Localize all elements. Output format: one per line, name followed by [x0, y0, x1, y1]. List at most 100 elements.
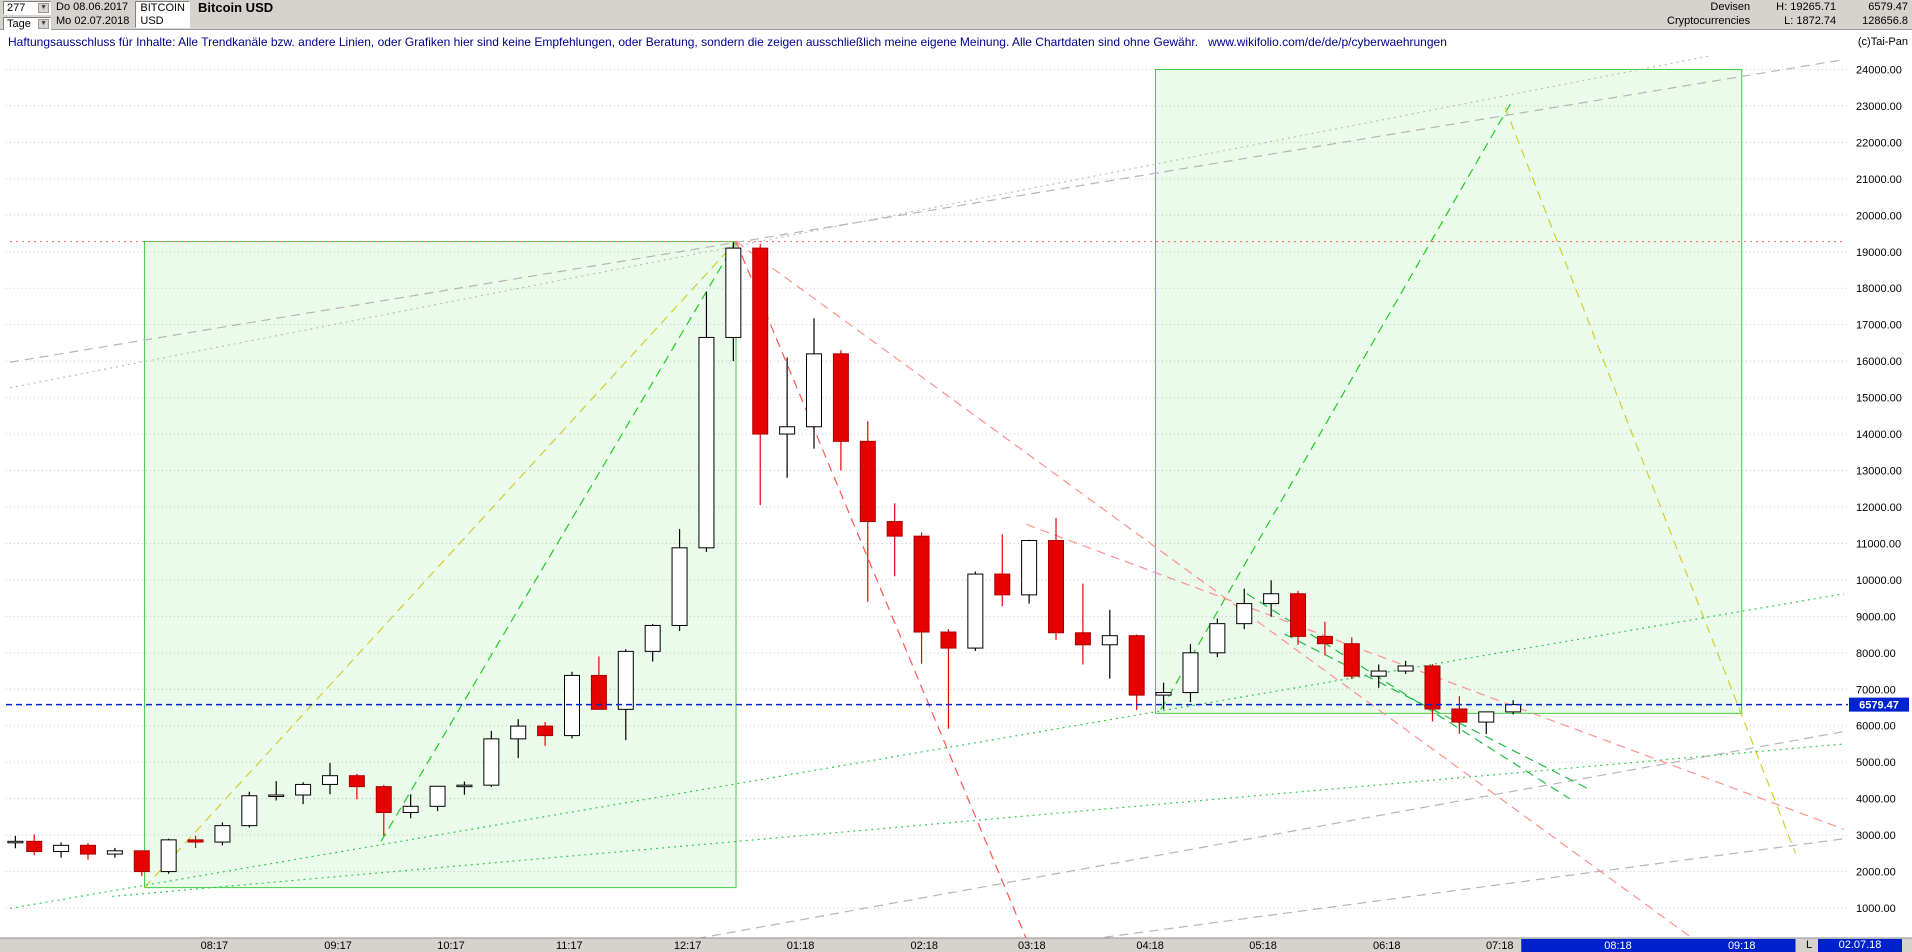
- candle-body: [564, 674, 581, 737]
- candle-25.12.17: [779, 357, 796, 478]
- y-axis-label: 6000.00: [1856, 721, 1896, 733]
- candle-body: [429, 785, 446, 807]
- toolbar: 277 ▼ Tage ▼ Do 08.06.2017 Mo 02.07.2018…: [0, 0, 1912, 31]
- candle-19.06.17: [53, 842, 70, 858]
- candle-07.05.18: [1290, 590, 1307, 645]
- candle-29.01.18: [913, 532, 930, 664]
- y-axis-label: 16000.00: [1856, 356, 1902, 368]
- candle-18.06.18: [1451, 696, 1468, 734]
- symbol-field[interactable]: BITCOIN USD: [135, 1, 191, 28]
- downtrend-red-steep: [735, 241, 1027, 938]
- candle-body: [160, 839, 177, 873]
- projection-box-2018: [1155, 68, 1743, 714]
- fan-gray-lower-2: [1094, 838, 1844, 938]
- y-axis-label: 13000.00: [1856, 466, 1902, 478]
- candle-15.01.18: [859, 421, 876, 602]
- x-axis-label: 10:17: [437, 940, 465, 952]
- candle-body: [1343, 643, 1360, 677]
- candle-body: [1182, 652, 1199, 694]
- candle-13.11.17: [617, 649, 634, 741]
- period-high: H: 19265.71: [1776, 0, 1837, 13]
- candle-body: [106, 850, 123, 855]
- candle-body: [7, 840, 24, 844]
- candle-01.01.18: [806, 318, 823, 449]
- candle-11.06.18: [1424, 664, 1441, 722]
- bars-count-select[interactable]: 277 ▼: [3, 1, 51, 15]
- candle-10.07.17: [133, 850, 150, 877]
- x-axis-strip: [0, 938, 1912, 952]
- candle-31.07.17: [214, 822, 231, 846]
- y-axis-label: 2000.00: [1856, 867, 1896, 879]
- y-axis-label: 23000.00: [1856, 101, 1902, 113]
- candle-body: [348, 775, 365, 788]
- candle-body: [725, 247, 742, 338]
- candle-body: [832, 353, 849, 442]
- candle-26.03.18: [1128, 634, 1145, 711]
- category-primary: Devisen: [1710, 0, 1751, 13]
- candle-30.10.17: [564, 671, 581, 739]
- candle-30.04.18: [1263, 580, 1280, 617]
- candle-body: [806, 353, 823, 428]
- candle-23.10.17: [537, 722, 554, 746]
- x-axis-label: 08:18: [1604, 940, 1632, 952]
- y-axis-label: 9000.00: [1856, 611, 1896, 623]
- candle-body: [1370, 670, 1387, 677]
- candle-body: [402, 805, 419, 814]
- y-axis-label: 11000.00: [1856, 538, 1901, 550]
- range-end-date: Mo 02.07.2018: [56, 15, 130, 28]
- chevron-down-icon[interactable]: ▼: [38, 3, 49, 13]
- candle-body: [1397, 665, 1414, 672]
- bars-count-value: 277: [7, 2, 26, 14]
- x-axis-label: 07:18: [1486, 940, 1514, 952]
- candle-body: [1505, 704, 1522, 713]
- y-axis-label: 1000.00: [1856, 903, 1896, 915]
- candle-body: [483, 738, 500, 786]
- fan-gray-lower-1: [696, 730, 1845, 938]
- y-axis-label: 10000.00: [1856, 575, 1902, 587]
- y-axis-label: 20000.00: [1856, 210, 1902, 222]
- timeframe-value: Tage: [7, 18, 31, 30]
- y-axis-label: 14000.00: [1856, 429, 1902, 441]
- candle-19.03.18: [1101, 609, 1118, 679]
- wikifolio-link[interactable]: www.wikifolio.com/de/de/p/cyberwaehrunge…: [1208, 35, 1447, 49]
- candle-body: [1074, 632, 1091, 646]
- candle-04.09.17: [348, 773, 365, 800]
- copyright-label: (c)Tai-Pan: [1857, 36, 1908, 48]
- candle-02.10.17: [456, 781, 473, 795]
- candle-body: [994, 573, 1011, 596]
- candle-09.10.17: [483, 730, 500, 787]
- x-axis-label: 09:18: [1728, 940, 1756, 952]
- candle-02.07.18: [1505, 700, 1522, 715]
- candle-body: [375, 786, 392, 814]
- candle-body: [779, 426, 796, 435]
- candle-05.03.18: [1048, 517, 1065, 641]
- candle-body: [752, 247, 769, 435]
- candle-26.02.18: [1021, 539, 1038, 604]
- candle-body: [537, 725, 554, 737]
- candle-21.08.17: [295, 782, 312, 805]
- y-axis-label: 8000.00: [1856, 648, 1896, 660]
- support-green-dotted-1: [9, 593, 1844, 909]
- candle-19.02.18: [994, 534, 1011, 607]
- candle-body: [1155, 692, 1172, 696]
- candle-04.12.17: [698, 291, 715, 552]
- candle-body: [295, 783, 312, 796]
- candle-body: [671, 547, 688, 626]
- candle-18.09.17: [402, 794, 419, 819]
- candle-body: [1451, 708, 1468, 723]
- candle-14.08.17: [268, 781, 285, 801]
- current-price-tag: [1849, 697, 1909, 712]
- candle-body: [268, 794, 285, 798]
- candle-12.03.18: [1074, 583, 1091, 665]
- last-price: 6579.47: [1868, 0, 1908, 13]
- candle-09.04.18: [1182, 644, 1199, 703]
- symbol-currency: USD: [140, 14, 164, 27]
- y-axis-label: 5000.00: [1856, 757, 1896, 769]
- range-start-date: Do 08.06.2017: [56, 0, 129, 13]
- projection-up-green: [1160, 103, 1511, 710]
- candle-body: [1478, 711, 1495, 723]
- timeframe-select[interactable]: Tage ▼: [3, 17, 51, 31]
- chevron-down-icon[interactable]: ▼: [38, 19, 49, 29]
- y-axis-label: 3000.00: [1856, 830, 1896, 842]
